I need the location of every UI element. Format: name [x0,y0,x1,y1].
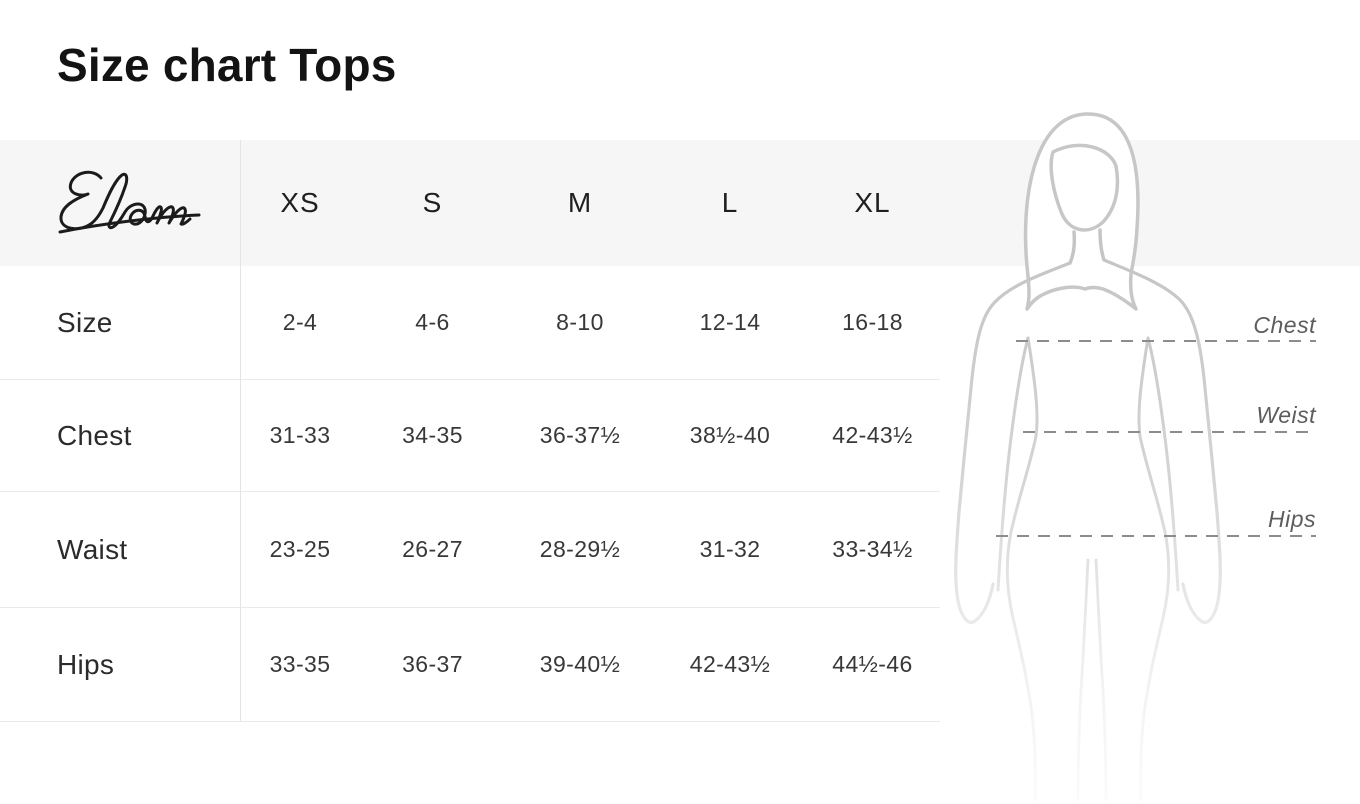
column-header-l: L [721,187,739,218]
table-vertical-divider [240,140,241,722]
row-label-waist: Waist [0,492,240,608]
waist-measurement-line [1023,431,1316,433]
cell-waist-xl: 33-34½ [805,492,940,608]
cell-size-l: 12-14 [655,266,805,380]
cell-chest-s: 34-35 [360,380,505,492]
cell-hips-s: 36-37 [360,608,505,722]
cell-size-xl: 16-18 [805,266,940,380]
page-title: Size chart Tops [57,39,397,91]
row-label-size: Size [0,266,240,380]
chest-annotation-label: Chest [1253,312,1316,338]
female-figure-illustration [940,100,1360,804]
elan-signature-icon [58,170,201,234]
row-label-hips: Hips [0,608,240,722]
cell-chest-l: 38½-40 [655,380,805,492]
cell-hips-xs: 33-35 [240,608,360,722]
cell-hips-l: 42-43½ [655,608,805,722]
cell-size-m: 8-10 [505,266,655,380]
column-header-m: M [567,187,593,218]
waist-annotation-label: Weist [1256,402,1316,428]
cell-waist-m: 28-29½ [505,492,655,608]
cell-hips-xl: 44½-46 [805,608,940,722]
column-header-xs: XS [280,187,320,218]
cell-chest-xl: 42-43½ [805,380,940,492]
cell-waist-l: 31-32 [655,492,805,608]
hips-measurement-line [996,535,1316,537]
row-label-chest: Chest [0,380,240,492]
woman-silhouette-icon [954,112,1222,802]
cell-chest-xs: 31-33 [240,380,360,492]
column-header-s: S [422,187,443,218]
chest-measurement-line [1016,340,1316,342]
size-table: XS S M L XL Size 2-4 4-6 8-10 12-14 16-1… [0,140,940,722]
elan-logo [0,140,240,266]
column-header-xl: XL [854,187,891,218]
cell-size-s: 4-6 [360,266,505,380]
hips-annotation-label: Hips [1267,506,1316,532]
cell-chest-m: 36-37½ [505,380,655,492]
cell-hips-m: 39-40½ [505,608,655,722]
cell-waist-s: 26-27 [360,492,505,608]
cell-size-xs: 2-4 [240,266,360,380]
cell-waist-xs: 23-25 [240,492,360,608]
